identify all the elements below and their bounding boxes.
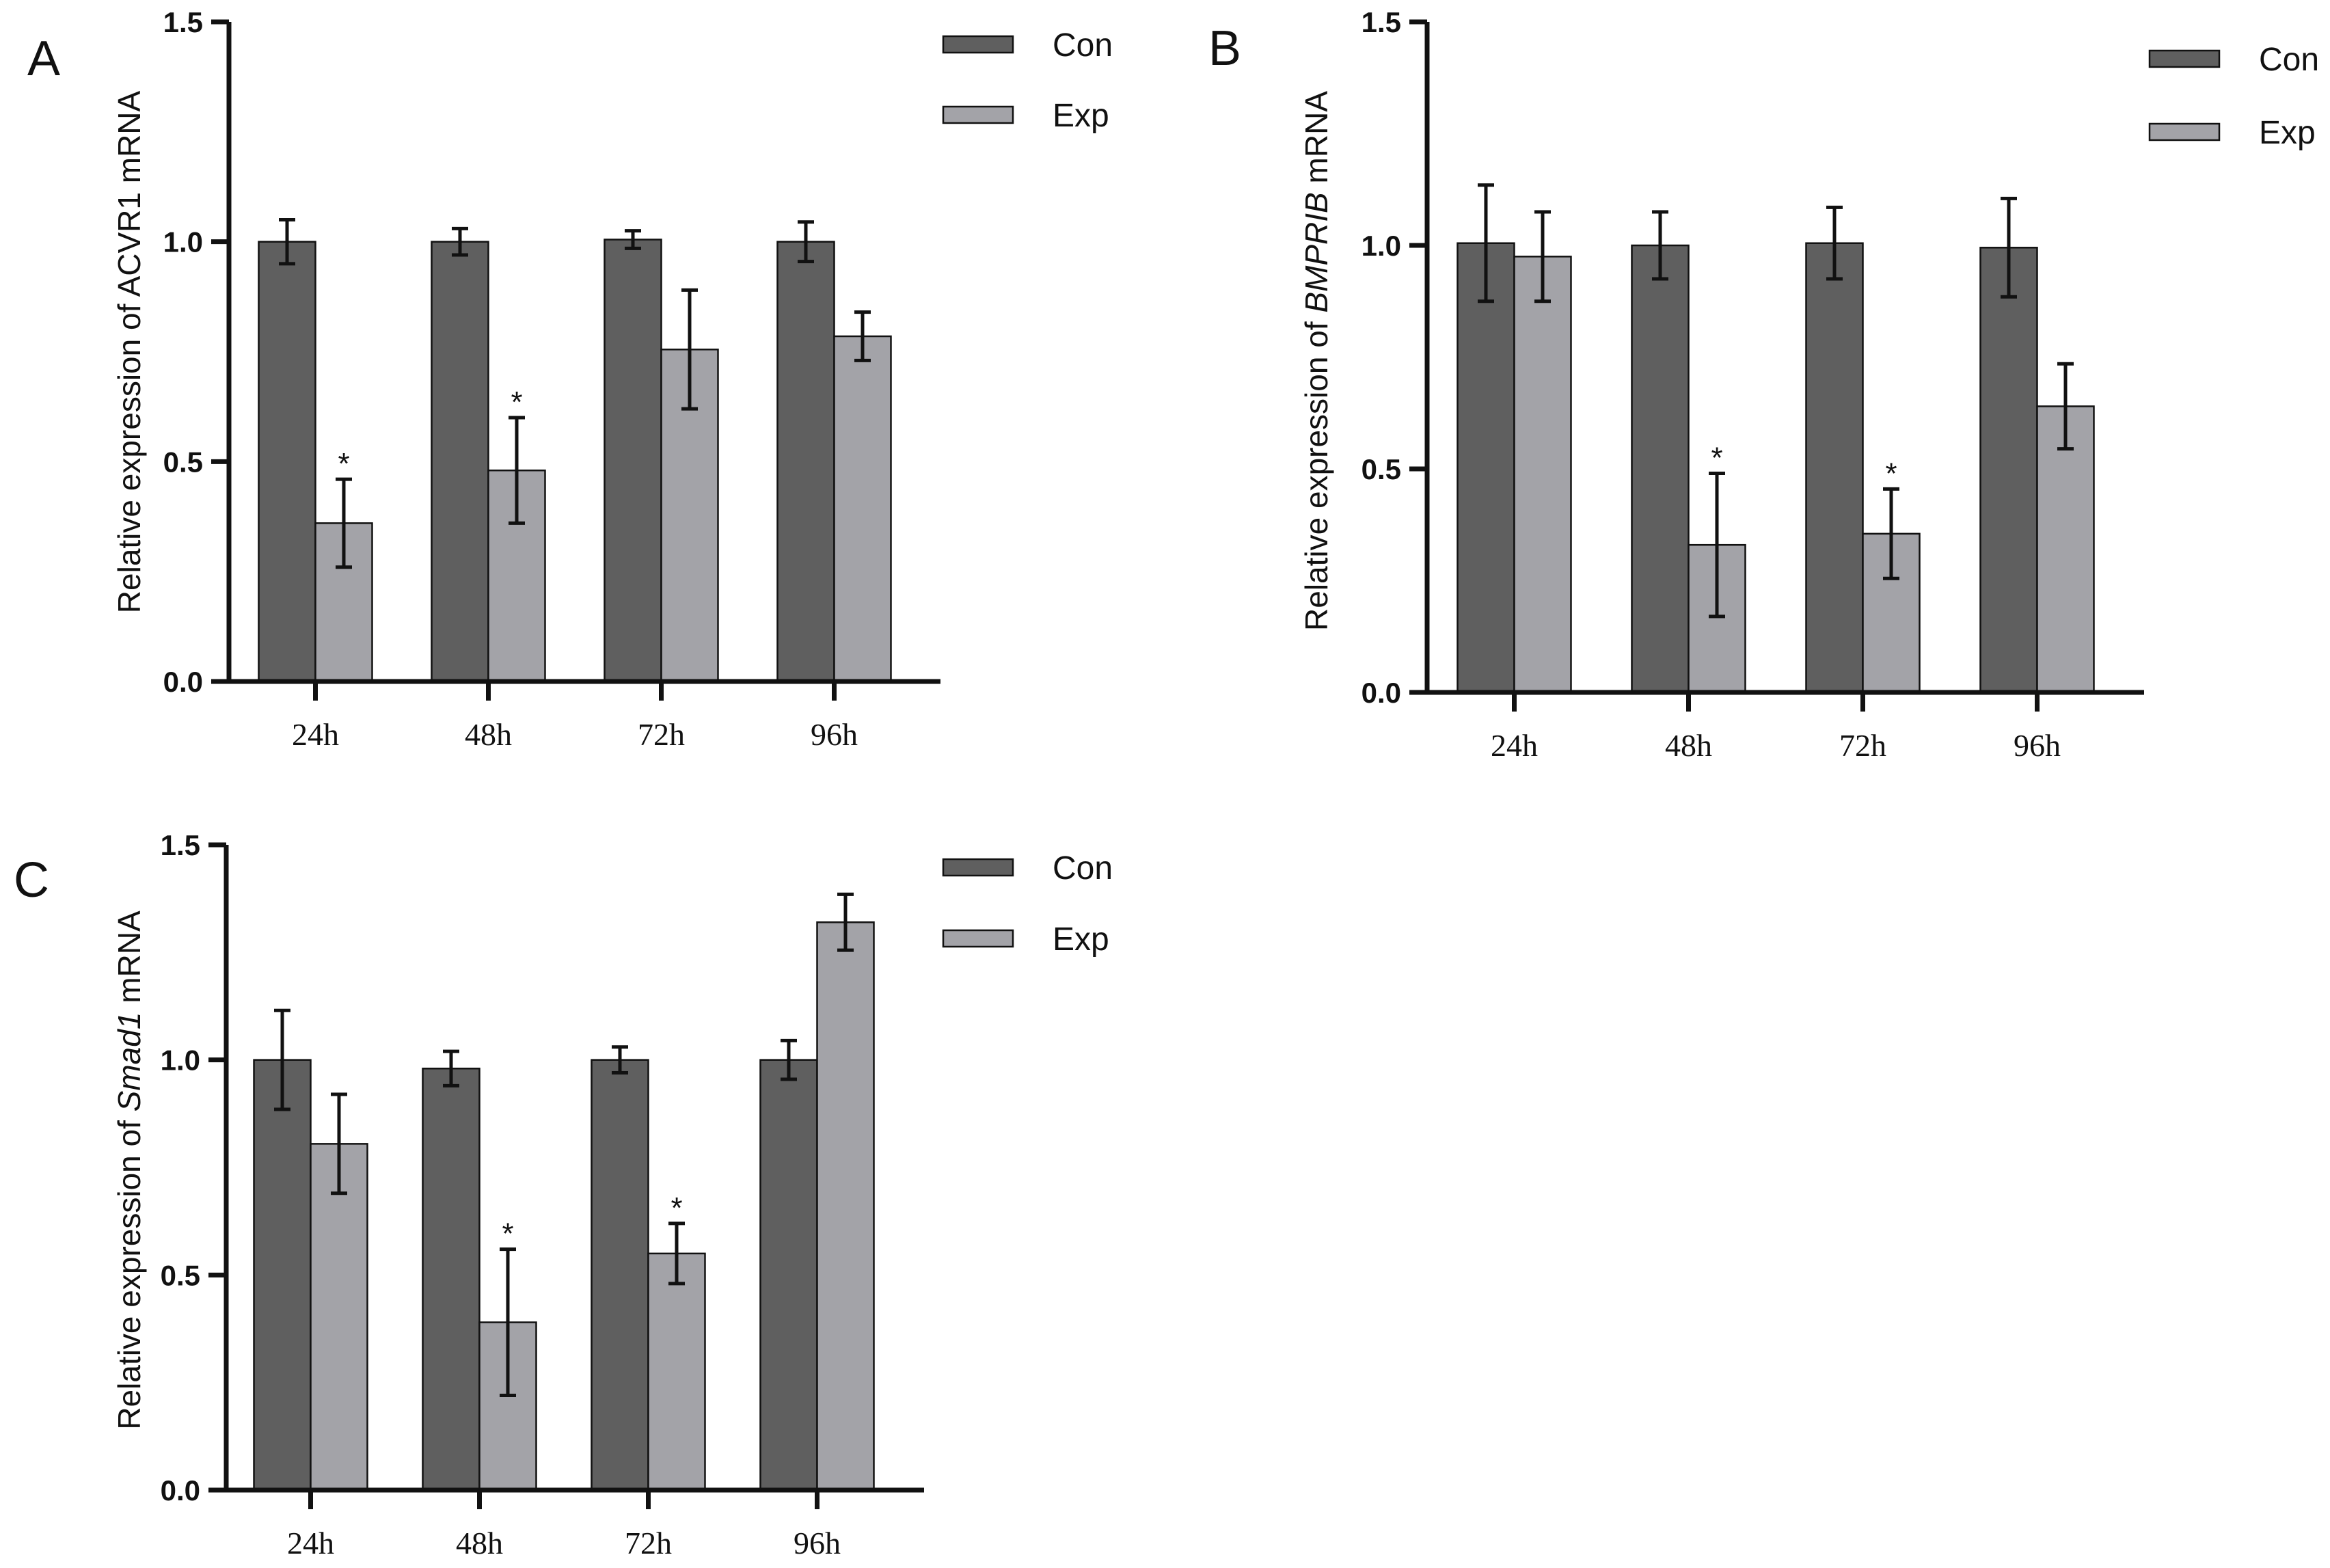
bar-con-72h	[1805, 242, 1864, 694]
bar-con-72h	[604, 239, 662, 683]
x-tick-label-96h: 96h	[2014, 728, 2061, 763]
x-tick-label-48h: 48h	[465, 717, 512, 752]
significance-marker-72h: *	[1885, 457, 1897, 490]
y-tick-label: 0.0	[161, 1474, 200, 1506]
legend-swatch-con	[942, 858, 1014, 877]
chart-panel-a: A Relative expression of ACVR1 mRNA * 24h * 4…	[27, 6, 1113, 752]
panel-label: B	[1208, 21, 1241, 76]
panel-label: C	[14, 853, 49, 908]
legend-swatch-con	[942, 35, 1014, 54]
x-tick-label-48h: 48h	[456, 1526, 503, 1560]
y-tick-label: 1.5	[163, 6, 203, 38]
y-tick-label: 1.5	[161, 829, 200, 861]
chart-panel-c: C Relative expression of Smad1 mRNA 24h * 48…	[14, 829, 1113, 1560]
x-tick-label-72h: 72h	[625, 1526, 672, 1560]
y-tick-label: 1.0	[163, 226, 203, 258]
y-tick-label: 1.0	[161, 1044, 200, 1077]
x-tick-label-96h: 96h	[811, 717, 858, 752]
y-axis-label: Relative expression of ACVR1 mRNA	[111, 90, 147, 613]
y-tick-label: 1.0	[1362, 230, 1401, 262]
y-axis-label: Relative expression of Smad1 mRNA	[111, 910, 147, 1430]
x-tick-label-72h: 72h	[638, 717, 685, 752]
significance-marker-48h: *	[1711, 442, 1722, 475]
bar-exp-72h	[647, 1252, 706, 1491]
bar-con-72h	[591, 1059, 649, 1491]
y-tick-label: 0.0	[163, 666, 203, 698]
bar-con-96h	[1979, 247, 2038, 694]
y-tick-label: 1.5	[1362, 6, 1401, 38]
legend-label-exp: Exp	[1053, 98, 1109, 134]
y-axis-label-part: mRNA	[1299, 91, 1334, 193]
legend-swatch-exp	[942, 105, 1014, 124]
legend-label-con: Con	[1053, 850, 1113, 887]
significance-marker-48h: *	[502, 1217, 513, 1251]
legend-swatch-exp	[942, 929, 1014, 948]
significance-marker-24h: *	[338, 447, 349, 481]
bar-con-24h	[253, 1059, 312, 1491]
bar-con-96h	[759, 1059, 818, 1491]
panel-label: A	[27, 31, 60, 86]
y-axis-label-part: Relative expression of	[111, 1111, 147, 1429]
y-tick-label: 0.5	[1362, 453, 1401, 485]
bar-con-48h	[1631, 244, 1690, 694]
bar-exp-96h	[816, 921, 875, 1491]
y-axis-label-part: BMPRIB	[1299, 192, 1334, 312]
bar-con-24h	[258, 241, 316, 683]
y-tick-label: 0.5	[163, 446, 203, 478]
bar-exp-24h	[1513, 256, 1572, 694]
y-axis-label-part: Relative expression of ACVR1 mRNA	[111, 90, 147, 613]
legend-swatch-con	[2148, 49, 2221, 68]
y-axis-label-part: mRNA	[111, 910, 147, 1012]
y-axis-label-part: Smad1	[111, 1012, 147, 1112]
bar-con-48h	[422, 1068, 480, 1491]
legend-label-con: Con	[2259, 42, 2319, 78]
bar-con-24h	[1457, 242, 1515, 694]
legend-label-con: Con	[1053, 27, 1113, 64]
x-tick-label-24h: 24h	[1491, 728, 1538, 763]
legend-label-exp: Exp	[1053, 921, 1109, 958]
y-tick-label: 0.5	[161, 1259, 200, 1291]
significance-marker-48h: *	[511, 386, 522, 419]
legend-swatch-exp	[2148, 122, 2221, 141]
bar-exp-24h	[310, 1143, 368, 1491]
bar-exp-96h	[833, 335, 892, 683]
chart-panel-b: B Relative expression of BMPRIB mRNA 24h * 4…	[1208, 6, 2319, 763]
bar-con-96h	[776, 241, 835, 683]
x-tick-label-24h: 24h	[292, 717, 339, 752]
x-tick-label-48h: 48h	[1665, 728, 1712, 763]
x-tick-label-24h: 24h	[287, 1526, 334, 1560]
bar-con-48h	[431, 241, 489, 683]
y-axis-label-part: Relative expression of	[1299, 313, 1334, 631]
x-tick-label-72h: 72h	[1839, 728, 1886, 763]
legend-label-exp: Exp	[2259, 115, 2316, 151]
y-tick-label: 0.0	[1362, 677, 1401, 709]
x-tick-label-96h: 96h	[794, 1526, 841, 1560]
y-axis-label: Relative expression of BMPRIB mRNA	[1299, 91, 1334, 631]
significance-marker-72h: *	[670, 1191, 682, 1225]
